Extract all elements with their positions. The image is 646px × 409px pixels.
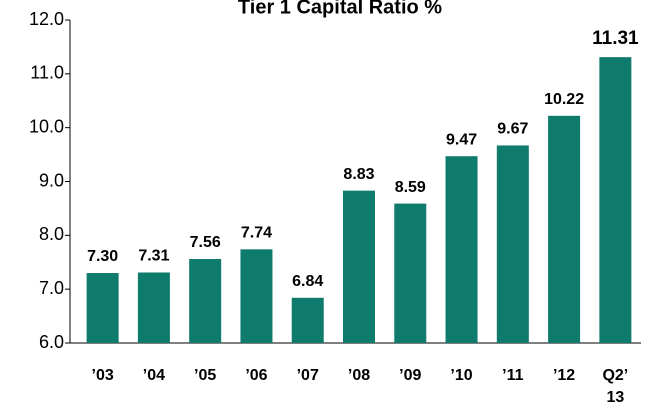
y-tick-label: 12.0 (29, 9, 64, 29)
bar (189, 259, 222, 343)
bar (394, 203, 427, 343)
y-tick-label: 8.0 (39, 224, 64, 244)
x-tick-label: ’03 (92, 367, 114, 384)
x-tick-label: ’12 (553, 367, 575, 384)
x-tick-label: ’11 (502, 367, 523, 384)
x-tick-label: ’05 (194, 367, 216, 384)
value-label: 10.22 (544, 91, 584, 108)
x-tick-label: Q2’ 13 (602, 367, 628, 406)
value-label: 7.56 (190, 234, 221, 251)
value-label: 9.47 (446, 131, 477, 148)
x-tick-label: ’07 (297, 367, 319, 384)
y-tick-label: 9.0 (39, 170, 64, 190)
chart-title: Tier 1 Capital Ratio % (238, 0, 442, 18)
value-label: 11.31 (592, 28, 639, 49)
x-tick-label: ’06 (245, 367, 267, 384)
x-tick-label: ’09 (399, 367, 421, 384)
bar (291, 297, 324, 343)
value-label: 9.67 (497, 121, 528, 138)
value-label: 6.84 (292, 273, 323, 290)
bar (343, 190, 375, 343)
x-tick-label: ’04 (143, 367, 165, 384)
bar (496, 145, 529, 343)
value-label: 7.30 (87, 248, 118, 265)
value-label: 7.31 (138, 248, 169, 265)
bar (445, 156, 478, 343)
bar (137, 272, 170, 343)
y-tick-label: 6.0 (39, 332, 64, 352)
y-tick-label: 7.0 (39, 278, 64, 298)
x-tick-label: ’10 (450, 367, 472, 384)
bar (240, 249, 273, 343)
y-tick-label: 10.0 (29, 116, 64, 136)
bar (86, 273, 119, 343)
x-tick-label: ’08 (348, 367, 370, 384)
value-label: 8.59 (395, 179, 426, 196)
bar (599, 57, 632, 344)
value-label: 8.83 (343, 166, 374, 183)
y-tick-label: 11.0 (30, 63, 64, 83)
value-label: 7.74 (241, 225, 272, 242)
bar (548, 115, 581, 343)
